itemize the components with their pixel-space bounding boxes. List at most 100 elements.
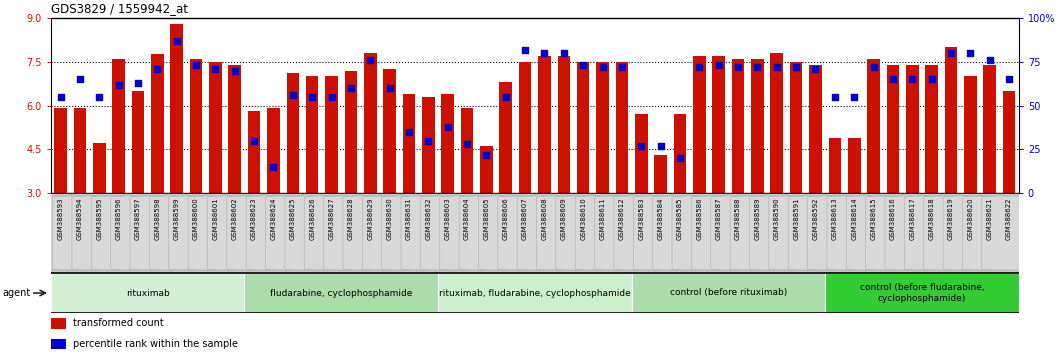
Text: agent: agent (2, 288, 31, 298)
FancyBboxPatch shape (769, 196, 824, 270)
Bar (267, 108, 280, 193)
Point (498, 94, 515, 99)
Bar (402, 94, 415, 193)
Bar (519, 62, 532, 193)
Text: GSM388628: GSM388628 (348, 197, 354, 240)
Bar (577, 62, 590, 193)
FancyBboxPatch shape (401, 196, 455, 270)
Text: GSM388597: GSM388597 (134, 197, 141, 240)
Bar (732, 59, 744, 193)
Bar (557, 56, 570, 193)
Point (304, 94, 321, 99)
Text: GSM388595: GSM388595 (96, 197, 103, 240)
Bar (500, 82, 513, 193)
Point (633, 143, 650, 149)
FancyBboxPatch shape (633, 196, 688, 270)
Text: GSM388587: GSM388587 (716, 197, 721, 240)
Point (284, 92, 301, 98)
Bar (945, 47, 957, 193)
Bar (190, 59, 202, 193)
Text: GSM388606: GSM388606 (503, 197, 508, 240)
Text: GSM388608: GSM388608 (541, 197, 548, 240)
Bar (631, 273, 825, 313)
FancyBboxPatch shape (72, 196, 126, 270)
Point (943, 50, 959, 56)
FancyBboxPatch shape (730, 196, 785, 270)
Point (149, 66, 166, 72)
Point (1001, 76, 1018, 82)
Point (865, 64, 882, 70)
FancyBboxPatch shape (168, 196, 223, 270)
FancyBboxPatch shape (865, 196, 920, 270)
Point (690, 64, 707, 70)
Point (110, 82, 127, 87)
Bar (344, 70, 357, 193)
FancyBboxPatch shape (575, 196, 630, 270)
FancyBboxPatch shape (498, 196, 553, 270)
FancyBboxPatch shape (285, 196, 340, 270)
Point (749, 64, 766, 70)
FancyBboxPatch shape (904, 196, 959, 270)
Point (768, 64, 785, 70)
Text: GSM388623: GSM388623 (251, 197, 257, 240)
Text: percentile rank within the sample: percentile rank within the sample (73, 339, 238, 349)
Bar (809, 65, 822, 193)
Point (207, 66, 223, 72)
Text: GSM388624: GSM388624 (270, 197, 276, 240)
Text: GSM388586: GSM388586 (697, 197, 702, 240)
Bar (693, 56, 705, 193)
Bar (438, 273, 631, 313)
Text: control (before rituximab): control (before rituximab) (669, 289, 787, 297)
Bar (245, 273, 438, 313)
Text: GSM388591: GSM388591 (793, 197, 800, 240)
Bar (364, 53, 377, 193)
Point (923, 76, 940, 82)
Text: GSM388598: GSM388598 (155, 197, 160, 240)
Text: control (before fludarabine,
cyclophosphamide): control (before fludarabine, cyclophosph… (860, 283, 984, 303)
Point (71, 76, 88, 82)
FancyBboxPatch shape (479, 196, 533, 270)
Bar (615, 62, 628, 193)
Bar (306, 76, 319, 193)
FancyBboxPatch shape (827, 196, 881, 270)
Bar (635, 114, 647, 193)
FancyBboxPatch shape (91, 196, 146, 270)
Point (478, 152, 495, 157)
Point (265, 164, 282, 170)
Text: fludarabine, cyclophosphamide: fludarabine, cyclophosphamide (270, 289, 412, 297)
Text: GSM388625: GSM388625 (290, 197, 295, 240)
Bar (383, 69, 396, 193)
Point (419, 138, 436, 143)
Text: GDS3829 / 1559942_at: GDS3829 / 1559942_at (51, 2, 187, 15)
Point (168, 38, 185, 44)
Point (555, 50, 572, 56)
Text: GSM388596: GSM388596 (115, 197, 122, 240)
Bar (713, 56, 725, 193)
Text: GSM388617: GSM388617 (910, 197, 915, 240)
Bar (54, 108, 67, 193)
Bar (51, 339, 66, 349)
Point (342, 85, 359, 91)
FancyBboxPatch shape (460, 196, 514, 270)
Bar (538, 56, 551, 193)
Text: GSM388599: GSM388599 (174, 197, 180, 240)
Bar (325, 76, 338, 193)
Text: rituximab: rituximab (126, 289, 169, 297)
Bar (751, 59, 764, 193)
FancyBboxPatch shape (420, 196, 475, 270)
Point (884, 76, 901, 82)
Text: GSM388600: GSM388600 (193, 197, 199, 240)
Bar (170, 24, 183, 193)
Bar (771, 53, 783, 193)
Text: GSM388613: GSM388613 (832, 197, 838, 240)
Text: GSM388618: GSM388618 (929, 197, 935, 240)
Point (536, 50, 553, 56)
Bar (828, 138, 841, 193)
Bar (867, 59, 880, 193)
FancyBboxPatch shape (110, 196, 165, 270)
Point (846, 94, 863, 99)
Point (594, 64, 611, 70)
Text: GSM388629: GSM388629 (367, 197, 373, 240)
Text: GSM388593: GSM388593 (57, 197, 64, 240)
FancyBboxPatch shape (130, 196, 184, 270)
